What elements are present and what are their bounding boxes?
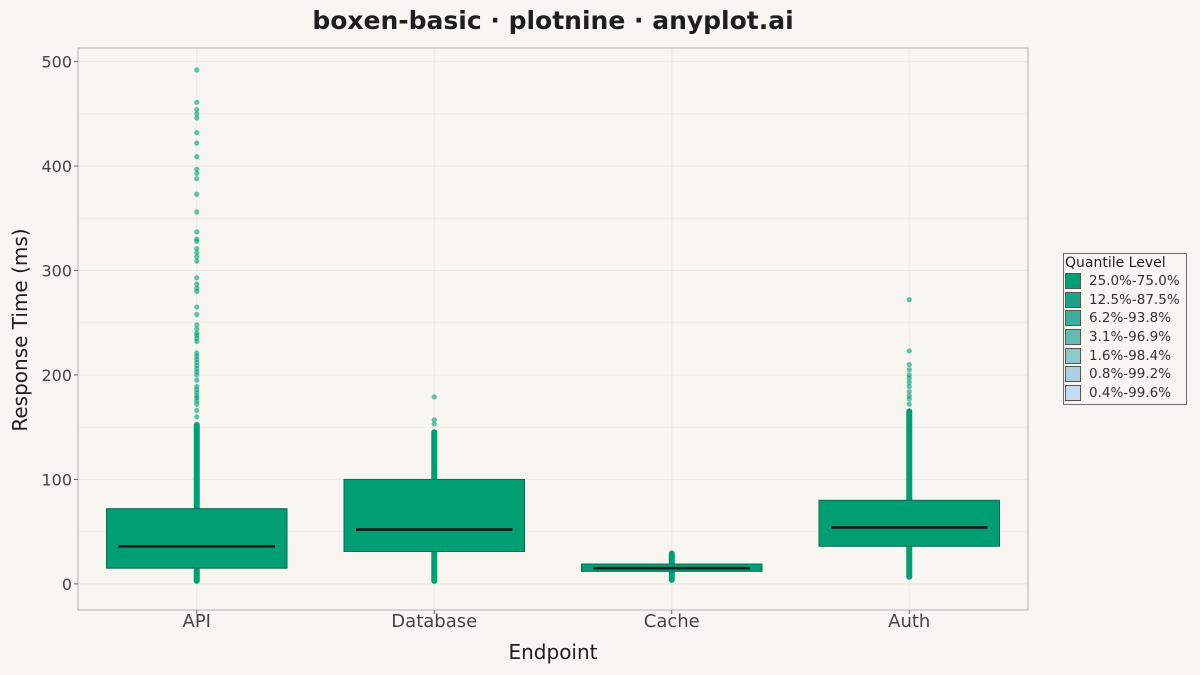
outlier-point <box>194 414 200 420</box>
grid-lines <box>78 48 1028 610</box>
legend-swatch <box>1065 310 1081 327</box>
legend-item: 3.1%-96.9% <box>1064 328 1186 347</box>
outlier-point <box>194 154 200 160</box>
outlier-point <box>906 367 912 373</box>
legend-item: 12.5%-87.5% <box>1064 291 1186 310</box>
outlier-point <box>194 140 200 146</box>
outlier-point <box>194 175 200 182</box>
legend-swatch <box>1065 273 1081 290</box>
outlier-point <box>194 111 200 117</box>
y-tick-label: 100 <box>41 470 72 489</box>
outlier-point <box>194 322 200 328</box>
outlier-point <box>906 383 912 390</box>
boxen-group-cache <box>581 550 763 583</box>
outlier-point <box>194 275 200 281</box>
x-tick-label: API <box>183 611 211 632</box>
outlier-point <box>194 281 200 287</box>
outlier-point <box>431 421 437 427</box>
outlier-point <box>194 191 200 197</box>
outlier-point <box>194 130 200 136</box>
legend-swatch <box>1065 329 1081 346</box>
legend-label: 1.6%-98.4% <box>1089 347 1172 364</box>
legend-label: 6.2%-93.8% <box>1089 310 1172 327</box>
outlier-point <box>194 170 200 176</box>
outlier-point <box>194 236 200 242</box>
x-tick-label: Cache <box>644 611 700 632</box>
outlier-point <box>194 350 200 356</box>
box-iqr <box>343 478 525 553</box>
outlier-point <box>194 115 200 121</box>
axes: 0 100 200 300 400 500 API Database Cache Auth <box>41 53 930 632</box>
legend-title: Quantile Level <box>1065 255 1166 271</box>
outlier-point <box>906 393 912 399</box>
outlier-point <box>194 383 200 390</box>
outlier-point <box>194 99 200 105</box>
outlier-point <box>431 417 437 423</box>
y-tick-label: 500 <box>41 53 72 72</box>
outlier-point <box>906 389 912 395</box>
outlier-point <box>431 394 437 400</box>
boxen-group-api <box>106 67 288 584</box>
plot-panel <box>77 47 1029 611</box>
legend-label: 0.4%-99.6% <box>1089 384 1172 401</box>
x-tick-label: Database <box>391 611 477 632</box>
x-axis-label: Endpoint <box>508 640 598 664</box>
outlier-point <box>194 285 200 291</box>
outlier-point <box>906 348 912 354</box>
outlier-point <box>194 166 200 172</box>
outlier-point <box>194 326 200 332</box>
legend-label: 12.5%-87.5% <box>1089 291 1180 308</box>
y-tick-label: 300 <box>41 262 72 281</box>
legend-swatch <box>1065 384 1081 401</box>
y-tick-label: 400 <box>41 157 72 176</box>
legend-item: 1.6%-98.4% <box>1064 346 1186 365</box>
legend-label: 0.8%-99.2% <box>1089 366 1172 383</box>
boxen-group-auth <box>818 297 1000 580</box>
outlier-point <box>194 229 200 235</box>
outlier-point <box>194 254 200 260</box>
box-iqr <box>106 508 288 569</box>
panel-border <box>77 47 1029 611</box>
tail-strip <box>906 408 913 580</box>
boxen-group-database <box>343 394 525 584</box>
legend: Quantile Level 25.0%-75.0% 12.5%-87.5% 6.2… <box>1063 253 1187 406</box>
legend-swatch <box>1065 291 1081 308</box>
legend-swatch <box>1065 347 1081 364</box>
outlier-point <box>194 67 200 73</box>
legend-items: 25.0%-75.0% 12.5%-87.5% 6.2%-93.8% 3.1%-96.… <box>1064 272 1186 402</box>
legend-swatch <box>1065 366 1081 383</box>
y-tick-label: 0 <box>62 575 72 594</box>
outlier-point <box>194 107 200 113</box>
legend-label: 3.1%-96.9% <box>1089 329 1172 346</box>
outlier-point <box>194 304 200 310</box>
outlier-point <box>906 361 912 368</box>
outlier-point <box>906 379 912 385</box>
legend-item: 25.0%-75.0% <box>1064 272 1186 291</box>
outlier-point <box>194 258 200 264</box>
x-tick-label: Auth <box>888 611 930 632</box>
outlier-point <box>194 250 200 256</box>
y-axis-label: Response Time (ms) <box>8 228 32 432</box>
outlier-point <box>906 297 912 303</box>
outlier-point <box>194 377 200 383</box>
box-iqr <box>818 499 1000 547</box>
outlier-point <box>194 245 200 252</box>
boxen-marks <box>106 67 1000 584</box>
outlier-point <box>194 407 200 414</box>
legend-item: 6.2%-93.8% <box>1064 309 1186 328</box>
outlier-point <box>194 330 200 336</box>
legend-label: 25.0%-75.0% <box>1089 273 1180 290</box>
outlier-point <box>906 372 912 378</box>
outlier-point <box>194 311 200 317</box>
legend-item: 0.8%-99.2% <box>1064 365 1186 384</box>
outlier-point <box>194 209 200 215</box>
chart-title: boxen-basic · plotnine · anyplot.ai <box>312 6 794 35</box>
y-tick-label: 200 <box>41 366 72 385</box>
outlier-point <box>906 401 912 407</box>
legend-item: 0.4%-99.6% <box>1064 384 1186 403</box>
